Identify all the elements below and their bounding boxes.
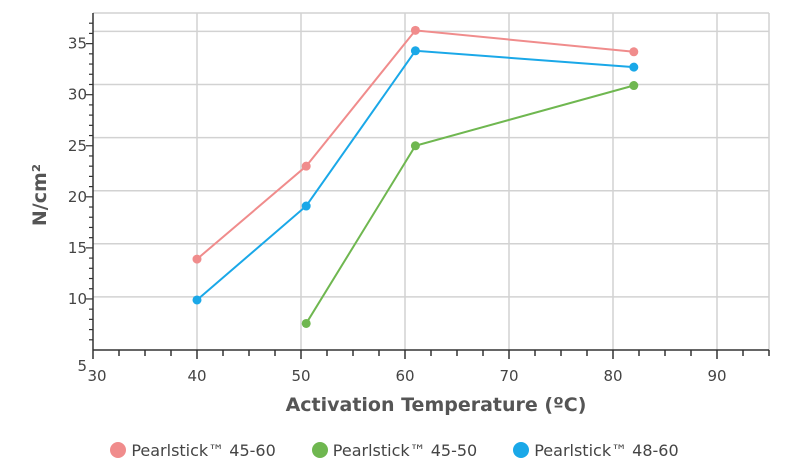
data-point: [301, 318, 311, 328]
data-point: [301, 201, 311, 211]
x-tick-label: 60: [395, 367, 414, 385]
data-point: [410, 25, 420, 35]
y-tick-label: 5: [77, 357, 87, 375]
legend-marker: [110, 442, 127, 458]
x-tick-label: 40: [187, 367, 206, 385]
x-tick-label: 30: [87, 367, 106, 385]
legend-item-2: Pearlstick™ 45-50: [311, 438, 478, 462]
data-point: [301, 161, 311, 171]
data-point: [629, 47, 639, 57]
series-3: [192, 46, 639, 305]
data-point: [410, 141, 420, 151]
series-line: [305, 84, 635, 324]
y-tick-label: 15: [68, 239, 87, 257]
data-point: [192, 295, 202, 305]
x-tick-label: 70: [499, 367, 518, 385]
y-tick-label: 10: [68, 290, 87, 308]
x-tick-label: 50: [291, 367, 310, 385]
x-tick-label: 90: [707, 367, 726, 385]
y-tick-label: 30: [68, 86, 87, 104]
y-tick-label: 35: [68, 35, 87, 53]
x-ticks: 30 40 50 60 70 80 90: [87, 350, 770, 385]
series-group: [192, 25, 639, 328]
legend-item-3: Pearlstick™ 48-60: [513, 438, 679, 462]
legend: Pearlstick™ 45-60 Pearlstick™ 45-50 Pearls…: [0, 438, 789, 462]
series-line: [196, 49, 634, 301]
x-axis-title: Activation Temperature (ºC): [286, 394, 587, 416]
data-point: [629, 62, 639, 72]
series-1: [192, 25, 639, 264]
legend-label: Pearlstick™ 48-60: [534, 440, 679, 460]
y-tick-label: 20: [68, 188, 87, 206]
legend-label: Pearlstick™ 45-60: [131, 440, 276, 460]
legend-marker: [311, 442, 328, 458]
series-2: [301, 81, 639, 328]
y-ticks: 5 10 15 20 25 30 35: [68, 22, 93, 375]
y-axis-title: N/cm²: [29, 164, 51, 226]
series-line: [196, 29, 634, 260]
legend-marker: [513, 442, 530, 458]
legend-label: Pearlstick™ 45-50: [332, 440, 478, 460]
y-tick-label: 25: [68, 137, 87, 155]
data-point: [629, 81, 639, 91]
data-point: [192, 254, 202, 264]
legend-item-1: Pearlstick™ 45-60: [110, 438, 276, 462]
data-point: [410, 46, 420, 56]
x-tick-label: 80: [603, 367, 622, 385]
